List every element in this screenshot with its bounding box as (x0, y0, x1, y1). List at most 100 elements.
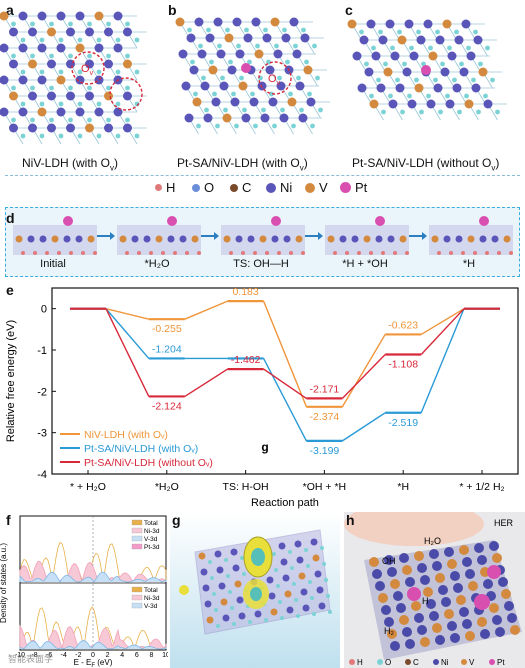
g-atom (198, 552, 206, 560)
separator (5, 175, 520, 176)
ni-atom (104, 123, 113, 133)
v-atom (47, 27, 56, 37)
legend-v: V (305, 180, 328, 195)
ni-atom (364, 67, 374, 77)
o-atom (49, 117, 54, 123)
g-o-atom (232, 622, 236, 626)
g-atom (316, 586, 324, 594)
o-atom (445, 93, 450, 99)
h-atom (197, 251, 201, 255)
ni-atom (219, 81, 229, 91)
h-slab-atom (477, 555, 487, 565)
ni-atom (104, 59, 113, 69)
h-atom (345, 251, 349, 255)
ni-atom (300, 33, 310, 43)
energy-connector (105, 308, 150, 397)
o-atom (293, 43, 298, 49)
dos-legend-label: Total (144, 587, 158, 594)
o-atom (471, 77, 476, 83)
h-slab-atom (420, 637, 430, 647)
o-atom (106, 85, 111, 91)
h-atom (449, 251, 453, 255)
ni-atom (289, 17, 299, 27)
data-label: -0.623 (388, 319, 418, 331)
pt-atom (375, 216, 385, 226)
g-atom (204, 600, 212, 608)
o-atom (20, 101, 26, 107)
o-atom (282, 27, 287, 33)
o-atom (68, 21, 73, 27)
o-atom (49, 21, 54, 27)
g-o-atom (326, 594, 330, 598)
atom-ni-icon (266, 182, 276, 193)
dos-legend-swatch (131, 586, 143, 593)
slab-atom (399, 235, 407, 243)
o-atom (20, 133, 26, 139)
ni-atom (123, 123, 132, 133)
h-slab-atom (402, 627, 412, 637)
o-atom (261, 107, 266, 113)
ni-atom (241, 113, 251, 123)
dos-legend-swatch (131, 535, 143, 542)
h-atom (185, 251, 189, 255)
o-atom (242, 107, 247, 113)
data-label: -1.108 (388, 358, 418, 370)
v-atom (383, 67, 393, 77)
g-o-atom (276, 584, 280, 588)
atom-v-icon (305, 182, 315, 193)
o-atom (223, 107, 228, 113)
h-atom (473, 251, 477, 255)
dos-legend-swatch (131, 543, 143, 550)
g-o-atom (242, 572, 246, 576)
state-h2o: *H₂O (144, 258, 170, 270)
h-slab-atom (384, 617, 394, 627)
o-atom (20, 69, 26, 75)
x-tick-label: * + H₂O (70, 481, 106, 493)
state-h: *H (462, 258, 476, 270)
g-o-atom (308, 580, 312, 584)
y-tick-label: -1 (37, 345, 47, 357)
ni-atom (56, 43, 66, 53)
o-atom (201, 75, 206, 81)
h-slab-atom (465, 569, 475, 579)
o-atom (125, 117, 130, 123)
y-tick-label: 0 (41, 304, 47, 316)
pt-atom (271, 216, 281, 226)
state-ts: TS: OH—H (233, 258, 289, 270)
g-o-atom (288, 550, 292, 554)
lattice-c (347, 19, 507, 121)
g-atom (202, 584, 210, 592)
atom-legend: H O C Ni V Pt (0, 180, 525, 202)
dos-legend-label: V-3d (144, 603, 158, 610)
h-atom (161, 251, 165, 255)
dos-x-tick: -2 (75, 652, 81, 659)
h-slab-atom (411, 601, 421, 611)
ni-atom (28, 123, 37, 133)
h-slab-atom (468, 581, 478, 591)
h-atom (69, 251, 73, 255)
g-o-atom (230, 606, 234, 610)
o-atom (125, 53, 130, 59)
ni-atom (352, 51, 362, 61)
vacancy-circle-a (71, 51, 105, 85)
dos-legend-swatch (131, 519, 143, 526)
dos-x-tick: 0 (91, 652, 95, 659)
o-atom (274, 43, 279, 49)
dos-x-tick: 4 (120, 652, 124, 659)
dos-x-tick: -6 (46, 652, 52, 659)
dos-x-tick: 10 (162, 652, 168, 659)
ni-atom (66, 91, 75, 101)
h-slab-atom (510, 625, 520, 635)
o-atom (58, 133, 64, 139)
g-atom (286, 606, 294, 614)
v-atom (270, 17, 280, 27)
h-slab-atom (459, 545, 469, 555)
ni-atom (203, 113, 213, 123)
ni-atom (181, 81, 191, 91)
energy-connector (420, 308, 465, 414)
ni-atom (249, 97, 259, 107)
o-atom (454, 29, 459, 35)
slab-atom (431, 235, 439, 243)
ni-atom (395, 83, 405, 93)
ni-atom (262, 33, 272, 43)
